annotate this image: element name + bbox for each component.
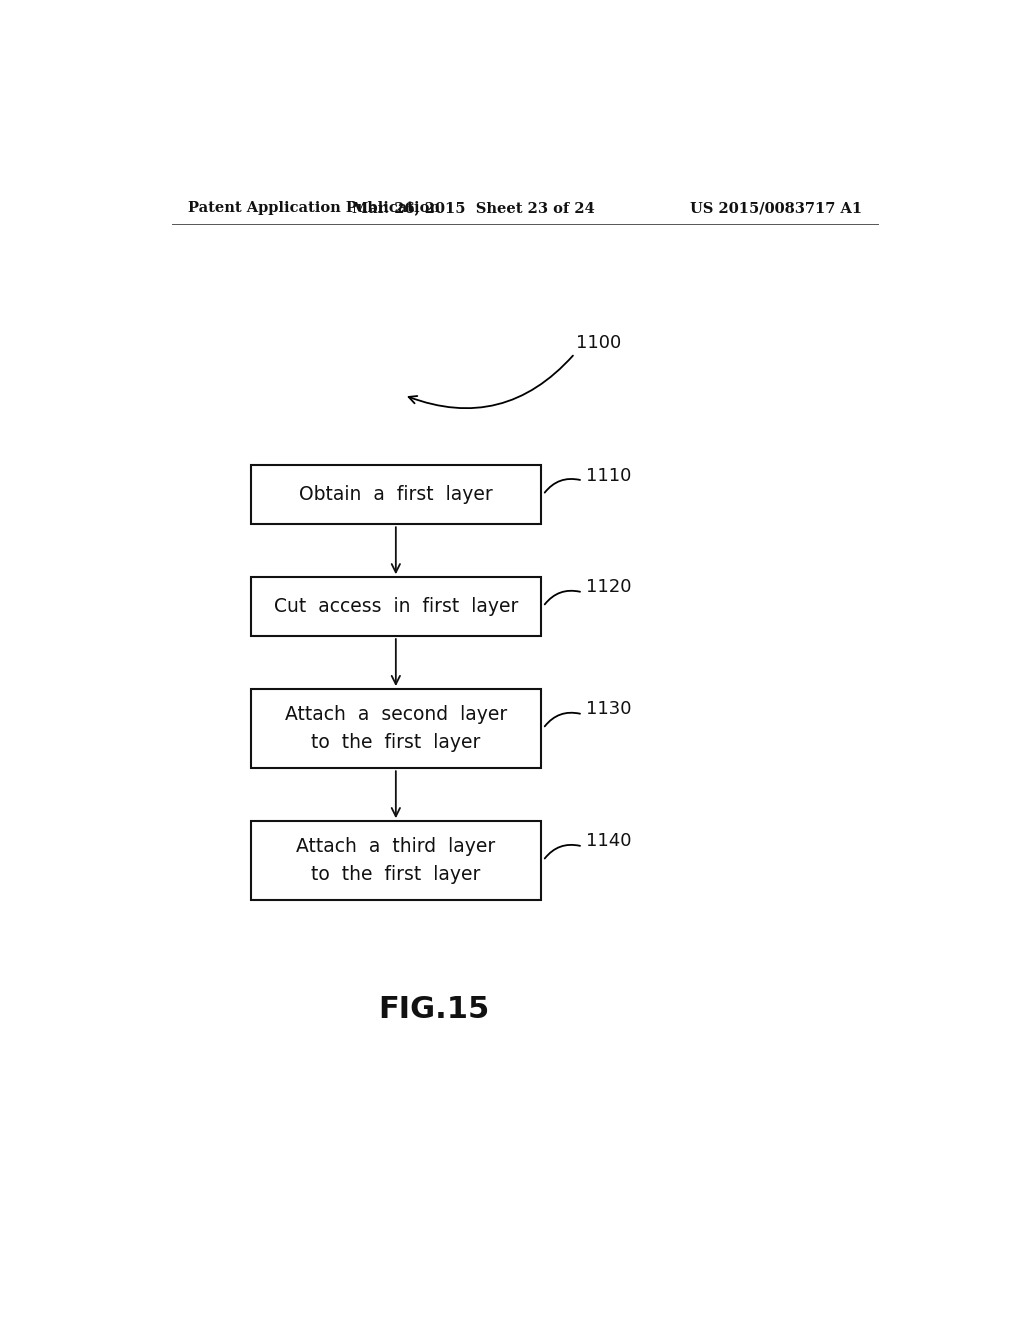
Bar — [251, 689, 541, 768]
Text: 1140: 1140 — [586, 833, 632, 850]
Bar — [251, 821, 541, 900]
Text: 1130: 1130 — [586, 701, 632, 718]
Text: 1110: 1110 — [586, 466, 631, 484]
Text: Obtain  a  first  layer: Obtain a first layer — [299, 486, 493, 504]
Text: Cut  access  in  first  layer: Cut access in first layer — [273, 597, 518, 616]
Text: FIG.15: FIG.15 — [378, 995, 489, 1024]
Text: Attach  a  second  layer
to  the  first  layer: Attach a second layer to the first layer — [285, 705, 507, 752]
Bar — [251, 577, 541, 636]
Text: Attach  a  third  layer
to  the  first  layer: Attach a third layer to the first layer — [296, 837, 496, 884]
Text: Patent Application Publication: Patent Application Publication — [187, 201, 439, 215]
Bar — [251, 466, 541, 524]
Text: 1100: 1100 — [577, 334, 622, 351]
Text: US 2015/0083717 A1: US 2015/0083717 A1 — [690, 201, 862, 215]
Text: 1120: 1120 — [586, 578, 632, 597]
Text: Mar. 26, 2015  Sheet 23 of 24: Mar. 26, 2015 Sheet 23 of 24 — [352, 201, 595, 215]
